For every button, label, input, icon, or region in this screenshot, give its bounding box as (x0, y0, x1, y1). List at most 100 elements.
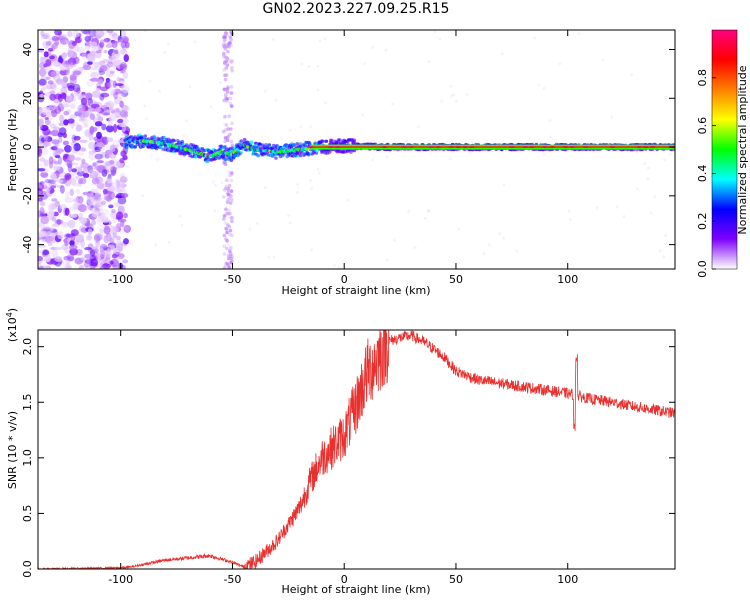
spectrogram-cell (121, 85, 130, 94)
spectrogram-cell (337, 138, 342, 142)
spectrogram-cell (39, 124, 49, 132)
spectrogram-cell (224, 33, 229, 37)
spectrogram-cell (53, 160, 60, 165)
spectrogram-cell (94, 153, 103, 160)
spectrogram-cell (178, 214, 182, 218)
spectrogram-cell (59, 204, 67, 210)
spectrogram-cell (361, 113, 364, 117)
spectrogram-cell (97, 85, 102, 89)
snr-frame (37, 329, 676, 570)
spectrogram-cell (71, 162, 79, 166)
spectrogram-cell (64, 197, 74, 204)
y-tick-label: 20 (21, 91, 34, 105)
spectrogram-cell (100, 104, 108, 112)
spectrogram-cell (381, 146, 388, 149)
spectrogram-cell (65, 174, 72, 180)
spectrogram-cell (87, 249, 97, 254)
spectrogram-cell (94, 176, 104, 184)
spectrogram-cell (111, 253, 118, 259)
spectrogram-cell (384, 49, 388, 52)
spectrogram-cell (38, 266, 45, 269)
spectrogram-cell (450, 94, 453, 98)
spectrogram-cell (630, 73, 633, 77)
spectrogram-cell (362, 61, 366, 65)
spectrogram-cell (83, 30, 91, 35)
spectrogram-cell (88, 152, 97, 161)
spectrogram-cell (77, 212, 84, 218)
spectrogram-cell (119, 109, 127, 118)
spectrogram-cell (38, 210, 43, 217)
spectrogram-cell (38, 68, 47, 77)
spectrogram-cell (193, 40, 197, 44)
spectrogram-cell (230, 68, 234, 73)
spectrogram-cell (662, 255, 666, 259)
spectrogram-cell (502, 183, 506, 187)
spectrogram-cell (125, 145, 130, 149)
spectrogram-cell (92, 162, 97, 167)
spectrogram-cell (228, 254, 233, 258)
spectrogram-cell (515, 249, 519, 253)
spectrogram-cell (120, 172, 125, 178)
snr-series-line (38, 330, 675, 569)
spectrogram-cell (105, 79, 113, 83)
spectrogram-cell (229, 158, 234, 162)
spectrogram-cell (549, 135, 552, 139)
spectrogram-cell (386, 258, 389, 262)
spectrogram-cell (108, 191, 115, 200)
spectrogram-cell (38, 231, 46, 238)
spectrogram-cell (109, 173, 115, 177)
x-tick-label: 0 (341, 273, 348, 286)
spectrogram-cell (99, 64, 108, 72)
spectrogram-cell (72, 198, 81, 202)
spectrogram-cell (65, 61, 74, 70)
spectrogram-cell (38, 249, 45, 254)
spectrogram-cell (94, 200, 100, 205)
spectrogram-cell (423, 216, 427, 220)
spectrogram-cell (103, 223, 109, 231)
spectrogram-cell (64, 172, 72, 181)
spectrogram-cell (42, 249, 50, 256)
spectrogram-cell (295, 142, 300, 146)
spectrogram-cell (123, 238, 129, 245)
x-tick-label: 50 (449, 273, 463, 286)
spectrogram-cell (57, 171, 67, 178)
spectrogram-cell (119, 176, 128, 183)
spectrogram-cell (222, 53, 226, 58)
spectrogram-cell (69, 114, 78, 119)
spectrogram-cell (63, 110, 70, 116)
spectrogram-cell (225, 239, 229, 243)
spectrogram-cell (112, 166, 118, 171)
spectrogram-cell (123, 224, 132, 233)
spectrogram-cell (226, 135, 230, 139)
spectrogram-cell (87, 164, 94, 174)
spectrogram-panel: -100 -50 0 50 100 -40 -20 0 20 40 Height of stra… (6, 29, 676, 297)
spectrogram-cell (50, 185, 57, 189)
chart-title: GN02.2023.227.09.25.R15 (262, 1, 450, 17)
spectrogram-cell (636, 146, 643, 149)
spectrogram-cell (502, 236, 506, 240)
x-tick-label: -50 (223, 573, 241, 586)
spectrogram-cell (77, 46, 86, 54)
spectrogram-cell (230, 258, 234, 263)
spectrogram-cell (54, 154, 61, 159)
spectrogram-cell (562, 146, 569, 149)
spectrogram-cell (143, 134, 148, 138)
spectrogram-cell (65, 94, 73, 104)
spectrogram-cell (209, 105, 213, 109)
spectrogram-cell (52, 61, 62, 68)
spectrogram-cell (327, 146, 334, 149)
spectrogram-cell (226, 223, 230, 227)
spectrogram-cell (222, 195, 226, 199)
spectrogram-cell (61, 53, 67, 59)
spectrogram-cell (82, 167, 90, 175)
spectrogram-cell (226, 198, 230, 202)
spectrogram-cell (229, 256, 234, 261)
spectrogram-cell (80, 162, 89, 169)
spectrogram-cell (74, 157, 82, 161)
snr-panel: -100 -50 0 50 100 0.0 0.5 1.0 1.5 2.0 Height of … (5, 308, 676, 596)
spectrogram-cell (264, 89, 267, 93)
spectrogram-cell (88, 141, 96, 150)
spectrogram-cell (122, 225, 129, 231)
spectrogram-cell (426, 209, 430, 213)
spectrogram-cell (653, 195, 657, 199)
